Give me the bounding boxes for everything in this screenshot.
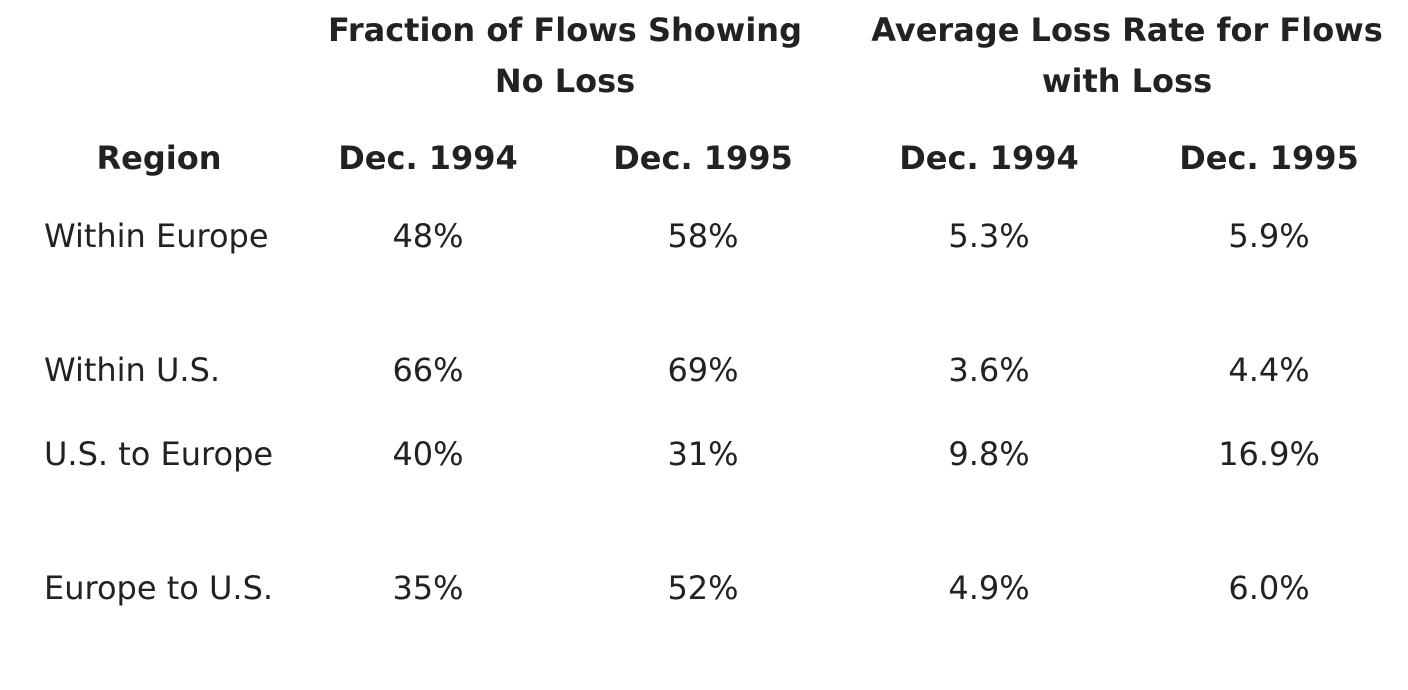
avg-loss-1994-cell: 9.8% [948,435,1030,473]
table-row: Within U.S. 66% 69% 3.6% 4.4% [28,338,1400,422]
no-loss-1994-cell: 48% [392,217,464,255]
avg-loss-1994-cell: 4.9% [948,569,1030,607]
no-loss-1994-cell: 35% [392,569,464,607]
avg-loss-1995-cell: 16.9% [1218,435,1320,473]
column-header-no-loss-1994: Dec. 1994 [338,138,518,177]
table-row: Within Europe 48% 58% 5.3% 5.9% [28,204,1400,338]
region-cell: U.S. to Europe [44,435,274,473]
column-header-row: Region Dec. 1994 Dec. 1995 Dec. 1994 Dec… [28,112,1400,204]
table-row: U.S. to Europe 40% 31% 9.8% 16.9% [28,422,1400,556]
avg-loss-1995-cell: 4.4% [1228,351,1310,389]
no-loss-1994-cell: 66% [392,351,464,389]
no-loss-1995-cell: 52% [667,569,739,607]
avg-loss-1995-cell: 5.9% [1228,217,1310,255]
group-header-no-loss: Fraction of Flows Showing No Loss [328,11,802,100]
column-header-no-loss-1995: Dec. 1995 [613,138,793,177]
table-row: Europe to U.S. 35% 52% 4.9% 6.0% [28,556,1400,690]
column-header-avg-loss-1994: Dec. 1994 [899,138,1079,177]
page: Fraction of Flows Showing No Loss Averag… [44,11,1383,607]
packet-loss-table: Fraction of Flows Showing No Loss Averag… [28,0,1400,690]
region-cell: Within U.S. [44,351,221,389]
column-header-region: Region [96,138,222,177]
group-header-avg-loss: Average Loss Rate for Flows with Loss [871,11,1383,100]
column-header-avg-loss-1995: Dec. 1995 [1179,138,1359,177]
region-cell: Within Europe [44,217,269,255]
no-loss-1994-cell: 40% [392,435,464,473]
empty-corner-cell [28,0,290,112]
no-loss-1995-cell: 31% [667,435,739,473]
avg-loss-1995-cell: 6.0% [1228,569,1310,607]
avg-loss-1994-cell: 3.6% [948,351,1030,389]
group-header-row: Fraction of Flows Showing No Loss Averag… [28,0,1400,112]
avg-loss-1994-cell: 5.3% [948,217,1030,255]
no-loss-1995-cell: 58% [667,217,739,255]
region-cell: Europe to U.S. [44,569,274,607]
no-loss-1995-cell: 69% [667,351,739,389]
